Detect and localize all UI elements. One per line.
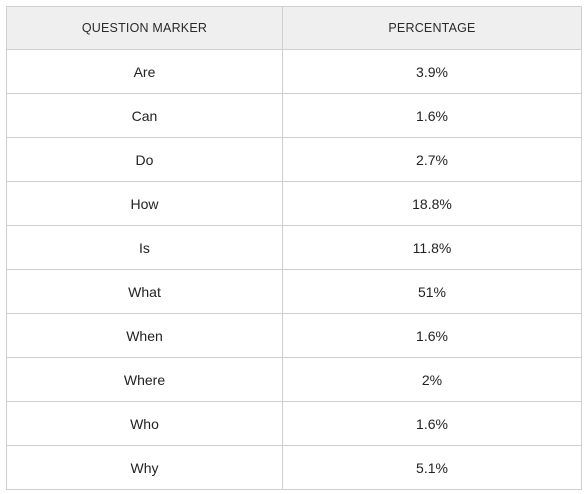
data-table-container: QUESTION MARKER PERCENTAGE Are 3.9% Can … bbox=[6, 6, 582, 490]
cell-marker: Are bbox=[6, 49, 283, 94]
cell-marker: What bbox=[6, 269, 283, 314]
cell-percentage: 1.6% bbox=[282, 401, 582, 446]
table-row: How 18.8% bbox=[6, 181, 582, 226]
table-row: Can 1.6% bbox=[6, 93, 582, 138]
table-row: Are 3.9% bbox=[6, 49, 582, 94]
cell-percentage: 3.9% bbox=[282, 49, 582, 94]
table-row: Why 5.1% bbox=[6, 445, 582, 490]
table-row: Is 11.8% bbox=[6, 225, 582, 270]
cell-marker: Can bbox=[6, 93, 283, 138]
cell-marker: Why bbox=[6, 445, 283, 490]
cell-percentage: 11.8% bbox=[282, 225, 582, 270]
cell-marker: Is bbox=[6, 225, 283, 270]
cell-percentage: 51% bbox=[282, 269, 582, 314]
cell-marker: Do bbox=[6, 137, 283, 182]
cell-percentage: 1.6% bbox=[282, 93, 582, 138]
cell-percentage: 5.1% bbox=[282, 445, 582, 490]
cell-marker: Where bbox=[6, 357, 283, 402]
table-row: Where 2% bbox=[6, 357, 582, 402]
cell-percentage: 18.8% bbox=[282, 181, 582, 226]
cell-marker: When bbox=[6, 313, 283, 358]
question-marker-table: QUESTION MARKER PERCENTAGE Are 3.9% Can … bbox=[6, 6, 582, 490]
table-row: When 1.6% bbox=[6, 313, 582, 358]
cell-marker: Who bbox=[6, 401, 283, 446]
cell-percentage: 1.6% bbox=[282, 313, 582, 358]
table-row: Who 1.6% bbox=[6, 401, 582, 446]
cell-percentage: 2.7% bbox=[282, 137, 582, 182]
table-header-row: QUESTION MARKER PERCENTAGE bbox=[6, 6, 582, 50]
header-question-marker: QUESTION MARKER bbox=[6, 6, 283, 50]
table-row: What 51% bbox=[6, 269, 582, 314]
cell-percentage: 2% bbox=[282, 357, 582, 402]
header-percentage: PERCENTAGE bbox=[282, 6, 582, 50]
table-row: Do 2.7% bbox=[6, 137, 582, 182]
cell-marker: How bbox=[6, 181, 283, 226]
